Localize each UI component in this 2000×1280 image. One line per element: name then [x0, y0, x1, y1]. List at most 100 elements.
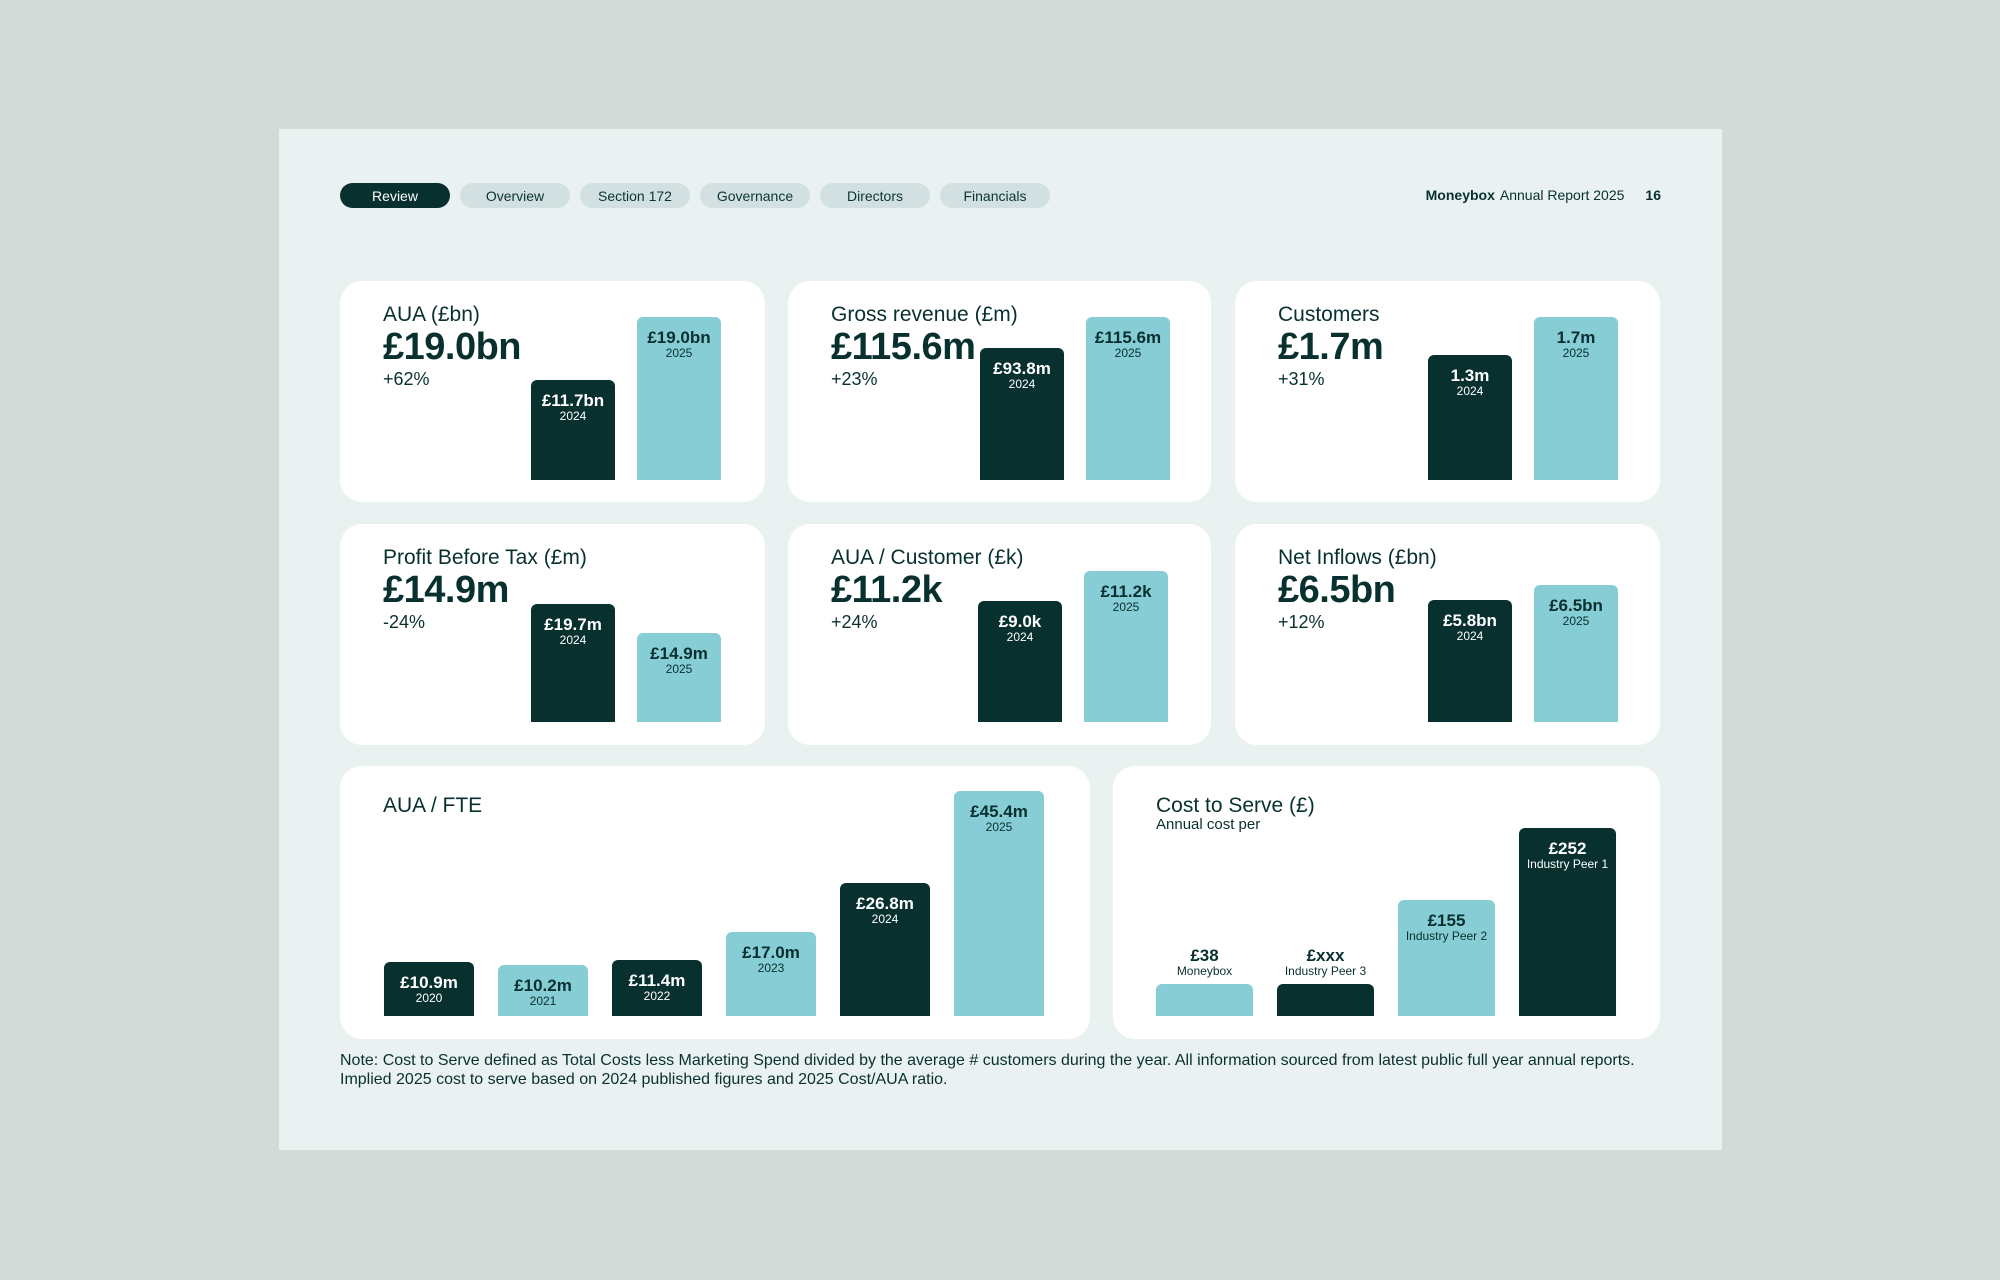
card-title: AUA (£bn)	[383, 303, 480, 326]
bar-category-label: 2021	[529, 994, 557, 1008]
tab-overview[interactable]: Overview	[460, 183, 570, 208]
bar-value-label: £19.0bn	[647, 328, 711, 347]
footnote: Note: Cost to Serve defined as Total Cos…	[340, 1052, 1635, 1088]
bar-label: £10.9m 2020	[384, 974, 474, 1004]
bar-value-label: £45.4m	[970, 802, 1028, 821]
tab-directors[interactable]: Directors	[820, 183, 930, 208]
aua-per-customer-bar-chart: £9.0k 2024 £11.2k 2025	[978, 571, 1168, 722]
bar-label: 1.3m 2024	[1428, 367, 1512, 397]
bar-value-label: £xxx	[1306, 946, 1345, 966]
tab-review[interactable]: Review	[340, 183, 450, 208]
card-change: +62%	[383, 369, 430, 389]
bar-category-label: 2025	[1114, 346, 1142, 360]
bar-value-label: £6.5bn	[1549, 596, 1603, 615]
card-title: Profit Before Tax (£m)	[383, 546, 587, 569]
bar-value-label: £93.8m	[993, 359, 1051, 378]
bar-category-label: 2025	[665, 346, 693, 360]
bar-value-label: £19.7m	[544, 615, 602, 634]
bar-value-label: £9.0k	[998, 612, 1042, 631]
bar-label: £19.0bn 2025	[637, 329, 721, 359]
bar-value-label: £17.0m	[742, 943, 800, 962]
bar-category-label: 2023	[757, 961, 785, 975]
bar-label: £252 Industry Peer 1	[1519, 840, 1616, 871]
bar-2025: £115.6m 2025	[1086, 317, 1170, 480]
tab-section-172[interactable]: Section 172	[580, 183, 690, 208]
bar-2025: £14.9m 2025	[637, 633, 721, 722]
bar-label: £9.0k 2024	[978, 613, 1062, 643]
card-title: AUA / FTE	[383, 794, 483, 817]
card-net-inflows: Net Inflows (£bn) £6.5bn +12% £5.8bn 2024…	[1235, 524, 1660, 745]
bar-label: £115.6m 2025	[1086, 329, 1170, 359]
customers-bar-chart: 1.3m 2024 1.7m 2025	[1428, 317, 1618, 480]
bar-value-label: £11.2k	[1100, 582, 1152, 601]
bar-category-label: 2025	[985, 820, 1013, 834]
bar-industry-peer-3	[1277, 984, 1374, 1016]
tab-governance[interactable]: Governance	[700, 183, 810, 208]
bar-label: £10.2m 2021	[498, 977, 588, 1007]
bar-2024: £5.8bn 2024	[1428, 600, 1512, 722]
bar-value-label: £11.7bn	[541, 391, 605, 410]
bar-category-label: 2024	[559, 633, 587, 647]
bar-2024: £9.0k 2024	[978, 601, 1062, 722]
bar-category-label: 2025	[665, 662, 693, 676]
bar-category-label: 2020	[415, 991, 443, 1005]
aua-bar-chart: £11.7bn 2024 £19.0bn 2025	[531, 317, 721, 480]
bar-2025: £11.2k 2025	[1084, 571, 1168, 722]
bar-label: £11.2k 2025	[1084, 583, 1168, 613]
bar-2023: £17.0m 2023	[726, 932, 816, 1016]
bar-label: £xxx Industry Peer 3	[1277, 947, 1374, 978]
tab-financials[interactable]: Financials	[940, 183, 1050, 208]
report-header: Moneybox Annual Report 2025 16	[1426, 187, 1661, 203]
bar-label: £155 Industry Peer 2	[1398, 912, 1495, 943]
card-aua-per-customer: AUA / Customer (£k) £11.2k +24% £9.0k 202…	[788, 524, 1211, 745]
bar-value-label: £10.9m	[400, 973, 458, 992]
card-aua: AUA (£bn) £19.0bn +62% £11.7bn 2024 £19.0b…	[340, 281, 765, 502]
bar-category-label: Industry Peer 3	[1284, 964, 1367, 979]
card-value: £6.5bn	[1278, 569, 1396, 611]
bar-category-label: 2024	[1006, 630, 1034, 644]
bar-label: £45.4m 2025	[954, 803, 1044, 833]
card-title: Cost to Serve (£)	[1156, 794, 1315, 817]
gross-revenue-bar-chart: £93.8m 2024 £115.6m 2025	[980, 317, 1170, 480]
card-cost-to-serve: Cost to Serve (£) Annual cost per £38 Mon…	[1113, 766, 1660, 1039]
card-change: +24%	[831, 612, 878, 632]
bar-category-label: Industry Peer 2	[1405, 929, 1488, 943]
bar-label: £17.0m 2023	[726, 944, 816, 974]
bar-category-label: 2024	[1008, 377, 1036, 391]
bar-category-label: 2022	[643, 989, 671, 1003]
aua-per-fte-bar-chart: £10.9m 2020 £10.2m 2021 £11.4m 2022 £17.0m 2023…	[384, 791, 1047, 1016]
card-title: AUA / Customer (£k)	[831, 546, 1024, 569]
bar-label: £6.5bn 2025	[1534, 597, 1618, 627]
card-change: +23%	[831, 369, 878, 389]
bar-value-label: £14.9m	[650, 644, 708, 663]
bar-2020: £10.9m 2020	[384, 962, 474, 1016]
bar-category-label: 2024	[871, 912, 899, 926]
bar-2024: £93.8m 2024	[980, 348, 1064, 480]
cost-to-serve-bar-chart: £38 Moneybox £xxx Industry Peer 3 £155 Indust…	[1156, 828, 1616, 1016]
section-nav: Review Overview Section 172 Governance D…	[340, 183, 1050, 208]
bar-value-label: £155	[1427, 911, 1466, 930]
bar-value-label: £11.4m	[628, 971, 686, 990]
bar-moneybox	[1156, 984, 1253, 1016]
card-value: £115.6m	[831, 326, 976, 368]
bar-label: £93.8m 2024	[980, 360, 1064, 390]
bar-category-label: 2025	[1112, 600, 1140, 614]
card-change: -24%	[383, 612, 426, 632]
brand-name: Moneybox	[1425, 187, 1495, 203]
bar-value-label: £252	[1548, 839, 1587, 858]
report-page: Review Overview Section 172 Governance D…	[279, 129, 1722, 1150]
bar-2025: £45.4m 2025	[954, 791, 1044, 1016]
bar-2024: £26.8m 2024	[840, 883, 930, 1016]
bar-2025: £19.0bn 2025	[637, 317, 721, 480]
bar-label: £11.4m 2022	[612, 972, 702, 1002]
card-value: £19.0bn	[383, 326, 522, 368]
bar-value-label: £10.2m	[514, 976, 572, 995]
bar-value-label: £26.8m	[856, 894, 914, 913]
bar-industry-peer-2: £155 Industry Peer 2	[1398, 900, 1495, 1016]
bar-label: £19.7m 2024	[531, 616, 615, 646]
bar-value-label: £5.8bn	[1443, 611, 1497, 630]
bar-label: £5.8bn 2024	[1428, 612, 1512, 642]
card-change: +12%	[1278, 612, 1325, 632]
bar-2024: £11.7bn 2024	[531, 380, 615, 480]
bar-category-label: 2025	[1562, 346, 1590, 360]
